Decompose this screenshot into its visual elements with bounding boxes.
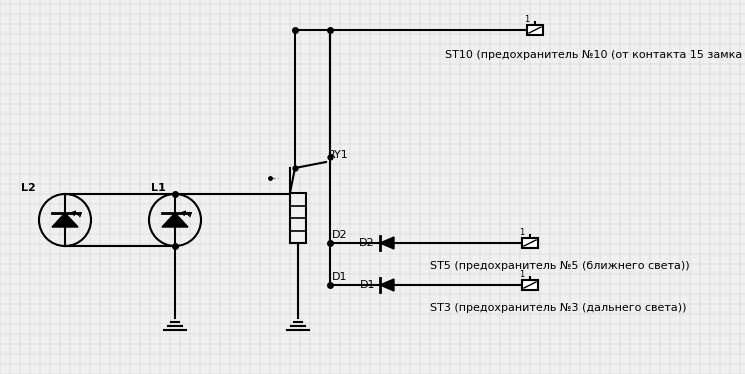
Text: RY1: RY1	[328, 150, 349, 160]
Polygon shape	[380, 279, 394, 291]
Text: ST5 (предохранитель №5 (ближнего света)): ST5 (предохранитель №5 (ближнего света))	[430, 261, 690, 271]
Text: L2: L2	[22, 183, 36, 193]
Bar	[527, 25, 543, 35]
Text: D1: D1	[360, 280, 375, 290]
Text: 1: 1	[519, 270, 524, 279]
Bar	[522, 280, 538, 290]
Polygon shape	[162, 213, 188, 227]
Polygon shape	[380, 237, 394, 249]
Bar	[522, 238, 538, 248]
Text: ST10 (предохранитель №10 (от контакта 15 замка заж.)): ST10 (предохранитель №10 (от контакта 15…	[445, 50, 745, 60]
Text: D1: D1	[332, 272, 347, 282]
Text: D2: D2	[359, 238, 375, 248]
Polygon shape	[52, 213, 78, 227]
Text: L1: L1	[151, 183, 165, 193]
Text: 1: 1	[519, 228, 524, 237]
Text: ST3 (предохранитель №3 (дальнего света)): ST3 (предохранитель №3 (дальнего света))	[430, 303, 686, 313]
Text: D2: D2	[332, 230, 348, 240]
Text: 1: 1	[524, 15, 530, 24]
Bar	[290, 193, 306, 243]
